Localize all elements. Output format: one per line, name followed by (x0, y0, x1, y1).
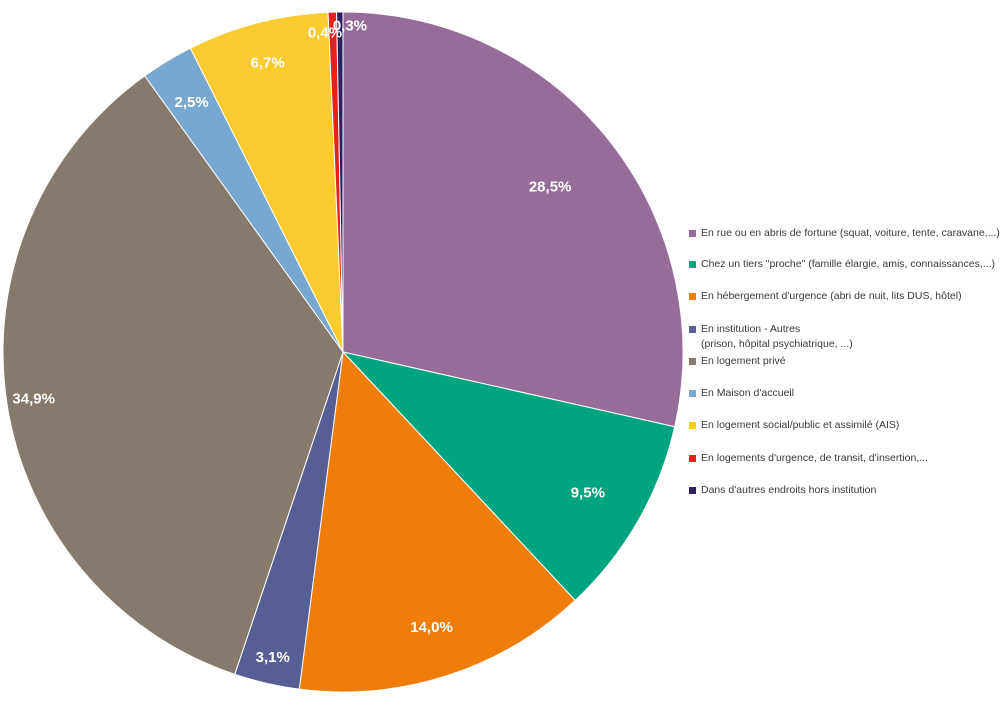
legend-label: En rue ou en abris de fortune (squat, vo… (701, 227, 1000, 239)
pie-slice-en-rue-ou-en-abris-de-fortune-squat-voit (342, 11, 684, 428)
pie-slice-chez-un-tiers-proche-famille-elargie-ami (341, 351, 676, 602)
legend-label: En logements d'urgence, de transit, d'in… (701, 452, 928, 464)
pie-value-labels: 28,5% 9,5% 14,0% 3,1% 34,9% 2,5% 6,7% 0,4%0,3% (12, 18, 605, 666)
slice-value-label: 3,1% (256, 649, 290, 666)
legend-label: En hébergement d'urgence (abri de nuit, … (701, 290, 962, 302)
legend-swatch (689, 293, 696, 300)
slice-value-label: 0,4% (308, 25, 342, 42)
legend-swatch (689, 422, 696, 429)
pie-slices (2, 11, 684, 693)
legend-label: Dans d'autres endroits hors institution (701, 484, 877, 496)
legend-swatch (689, 358, 696, 365)
legend-label: Chez un tiers "proche" (famille élargie,… (701, 258, 995, 270)
legend-item-institution: En institution - Autres (prison, hôpital… (689, 322, 853, 352)
legend-item-tiers: Chez un tiers "proche" (famille élargie,… (689, 257, 995, 272)
legend-label: En Maison d'accueil (701, 387, 795, 399)
legend-item-hebergement: En hébergement d'urgence (abri de nuit, … (689, 289, 962, 304)
slice-value-label: 9,5% (571, 484, 605, 501)
pie-slice-en-logement-prive (2, 75, 344, 675)
legend-label: En logement social/public et assimilé (A… (701, 419, 900, 431)
slice-value-label: 0,3% (333, 18, 367, 35)
legend-swatch (689, 261, 696, 268)
legend-swatch (689, 326, 696, 333)
pie-slice-en-hebergement-d-urgence-abri-de-nuit-li (298, 350, 576, 693)
legend-swatch (689, 230, 696, 237)
slice-value-label: 34,9% (12, 391, 55, 408)
slice-value-label: 2,5% (175, 94, 209, 111)
legend-item-rue: En rue ou en abris de fortune (squat, vo… (689, 226, 1000, 241)
legend-label-line2: (prison, hôpital psychiatrique, ...) (701, 338, 853, 350)
legend-swatch (689, 455, 696, 462)
legend-label: En institution - Autres (701, 323, 801, 335)
legend-item-autres-endroits: Dans d'autres endroits hors institution (689, 483, 876, 498)
slice-value-label: 28,5% (529, 178, 572, 195)
legend-item-logement-social: En logement social/public et assimilé (A… (689, 418, 899, 433)
pie-slice-dans-d-autres-endroits-hors-institution (336, 11, 344, 353)
legend-item-logement-prive: En logement privé (689, 354, 786, 369)
slice-value-label: 6,7% (251, 54, 285, 71)
legend-label: En logement privé (701, 355, 786, 367)
legend-item-maison-accueil: En Maison d'accueil (689, 386, 794, 401)
pie-slice-en-logement-social-public-et-assimile-ai (189, 11, 344, 353)
legend-swatch (689, 487, 696, 494)
legend-item-logements-urgence: En logements d'urgence, de transit, d'in… (689, 451, 928, 466)
slice-value-label: 14,0% (410, 619, 453, 636)
legend-swatch (689, 390, 696, 397)
